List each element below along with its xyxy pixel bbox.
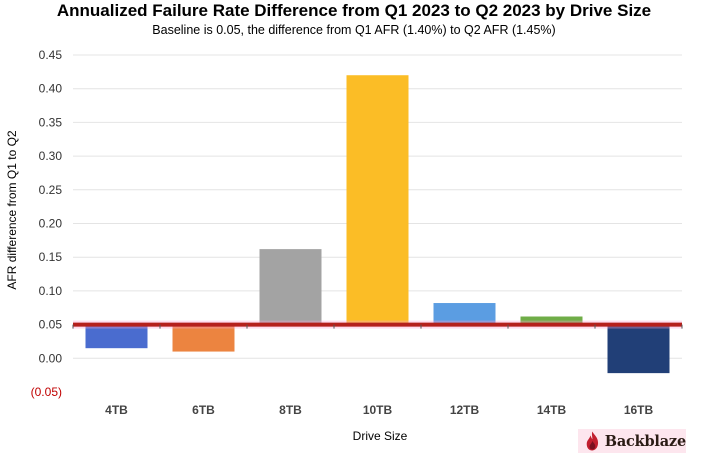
y-tick-label: 0.30 <box>39 149 63 163</box>
chart-subtitle: Baseline is 0.05, the difference from Q1… <box>152 23 556 37</box>
backblaze-logo: Backblaze <box>578 429 686 453</box>
y-tick-label: 0.45 <box>39 48 63 62</box>
y-tick-label: 0.15 <box>39 250 63 264</box>
x-tick-label: 16TB <box>624 403 654 417</box>
y-tick-label: 0.05 <box>39 318 63 332</box>
bar-8tb <box>259 249 322 325</box>
y-tick-label: 0.40 <box>39 82 63 96</box>
y-tick-label: 0.25 <box>39 183 63 197</box>
chart-title: Annualized Failure Rate Difference from … <box>56 1 652 20</box>
y-axis-label: AFR difference from Q1 to Q2 <box>5 130 19 290</box>
x-tick-label: 12TB <box>450 403 480 417</box>
y-tick-label: (0.05) <box>31 385 62 399</box>
flame-icon <box>586 431 599 451</box>
y-axis-ticks: (0.05) 0.00 0.05 0.10 0.15 0.20 0.25 0.30 0.35 0.… <box>31 48 63 399</box>
y-tick-label: 0.00 <box>39 351 63 365</box>
bar-6tb <box>172 324 235 352</box>
baseline-line <box>72 320 683 329</box>
bars <box>85 75 670 374</box>
x-tick-label: 8TB <box>279 403 302 417</box>
x-tick-label: 6TB <box>192 403 215 417</box>
x-axis-label: Drive Size <box>353 429 408 443</box>
x-tick-label: 10TB <box>363 403 393 417</box>
x-axis-ticks: 4TB 6TB 8TB 10TB 12TB 14TB 16TB <box>105 403 653 417</box>
y-tick-label: 0.35 <box>39 115 63 129</box>
logo-text: Backblaze <box>604 432 686 450</box>
x-tick-label: 4TB <box>105 403 128 417</box>
y-tick-label: 0.10 <box>39 284 63 298</box>
y-tick-label: 0.20 <box>39 217 63 231</box>
bar-14tb <box>520 316 583 325</box>
bar-4tb <box>85 324 148 349</box>
bar-10tb <box>346 75 409 325</box>
bar-16tb <box>607 324 670 374</box>
x-tick-label: 14TB <box>537 403 567 417</box>
bar-12tb <box>433 303 496 325</box>
